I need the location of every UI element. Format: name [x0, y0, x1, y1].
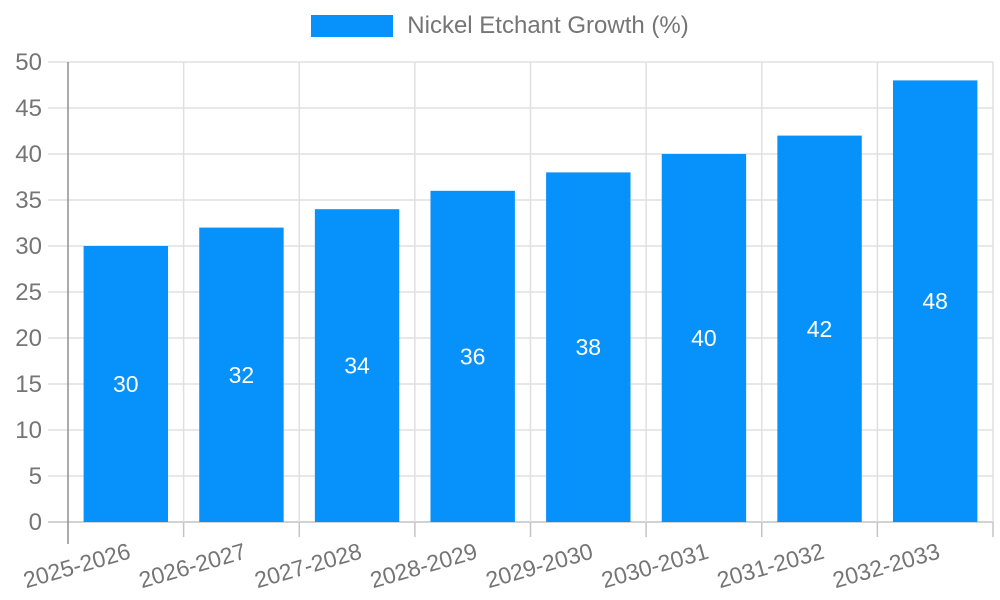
y-axis-tick-label: 20	[15, 325, 42, 352]
x-axis-category-label: 2028-2029	[367, 538, 480, 593]
bar-value-label: 32	[229, 362, 255, 388]
x-axis-category-label: 2031-2032	[714, 538, 827, 593]
bar-value-label: 36	[460, 343, 486, 369]
y-axis-tick-label: 45	[15, 95, 42, 122]
bar[interactable]	[892, 80, 978, 523]
y-axis-tick-label: 15	[15, 371, 42, 398]
bar-value-label: 38	[576, 334, 602, 360]
x-axis-category-label: 2025-2026	[20, 538, 133, 593]
y-axis-tick-label: 30	[15, 233, 42, 260]
bar[interactable]	[777, 135, 862, 522]
x-axis-category-label: 2032-2033	[830, 538, 943, 593]
chart-legend[interactable]: Nickel Etchant Growth (%)	[0, 12, 1000, 40]
x-axis-category-label: 2029-2030	[483, 538, 596, 593]
bar[interactable]	[314, 209, 400, 522]
bar-value-label: 40	[691, 325, 717, 351]
y-axis-tick-label: 5	[29, 463, 42, 490]
y-axis-tick-label: 35	[15, 187, 42, 214]
y-axis-tick-label: 10	[15, 417, 42, 444]
x-axis-category-label: 2027-2028	[252, 538, 365, 593]
x-axis-category-label: 2030-2031	[598, 538, 711, 593]
bar-value-label: 34	[344, 353, 370, 379]
bar[interactable]	[546, 172, 631, 522]
y-axis-tick-label: 25	[15, 279, 42, 306]
bar-value-label: 48	[922, 288, 948, 314]
legend-label: Nickel Etchant Growth (%)	[407, 12, 689, 39]
y-axis-tick-label: 0	[29, 509, 42, 536]
bar[interactable]	[199, 227, 284, 522]
legend-swatch	[311, 15, 394, 37]
y-axis-tick-label: 40	[15, 141, 42, 168]
x-axis-category-label: 2026-2027	[136, 538, 249, 593]
bar[interactable]	[661, 154, 747, 522]
bar[interactable]	[83, 246, 169, 522]
y-axis-tick-label: 50	[15, 49, 42, 76]
bar-value-label: 42	[807, 316, 833, 342]
bar[interactable]	[430, 190, 515, 523]
bar-value-label: 30	[113, 371, 139, 397]
